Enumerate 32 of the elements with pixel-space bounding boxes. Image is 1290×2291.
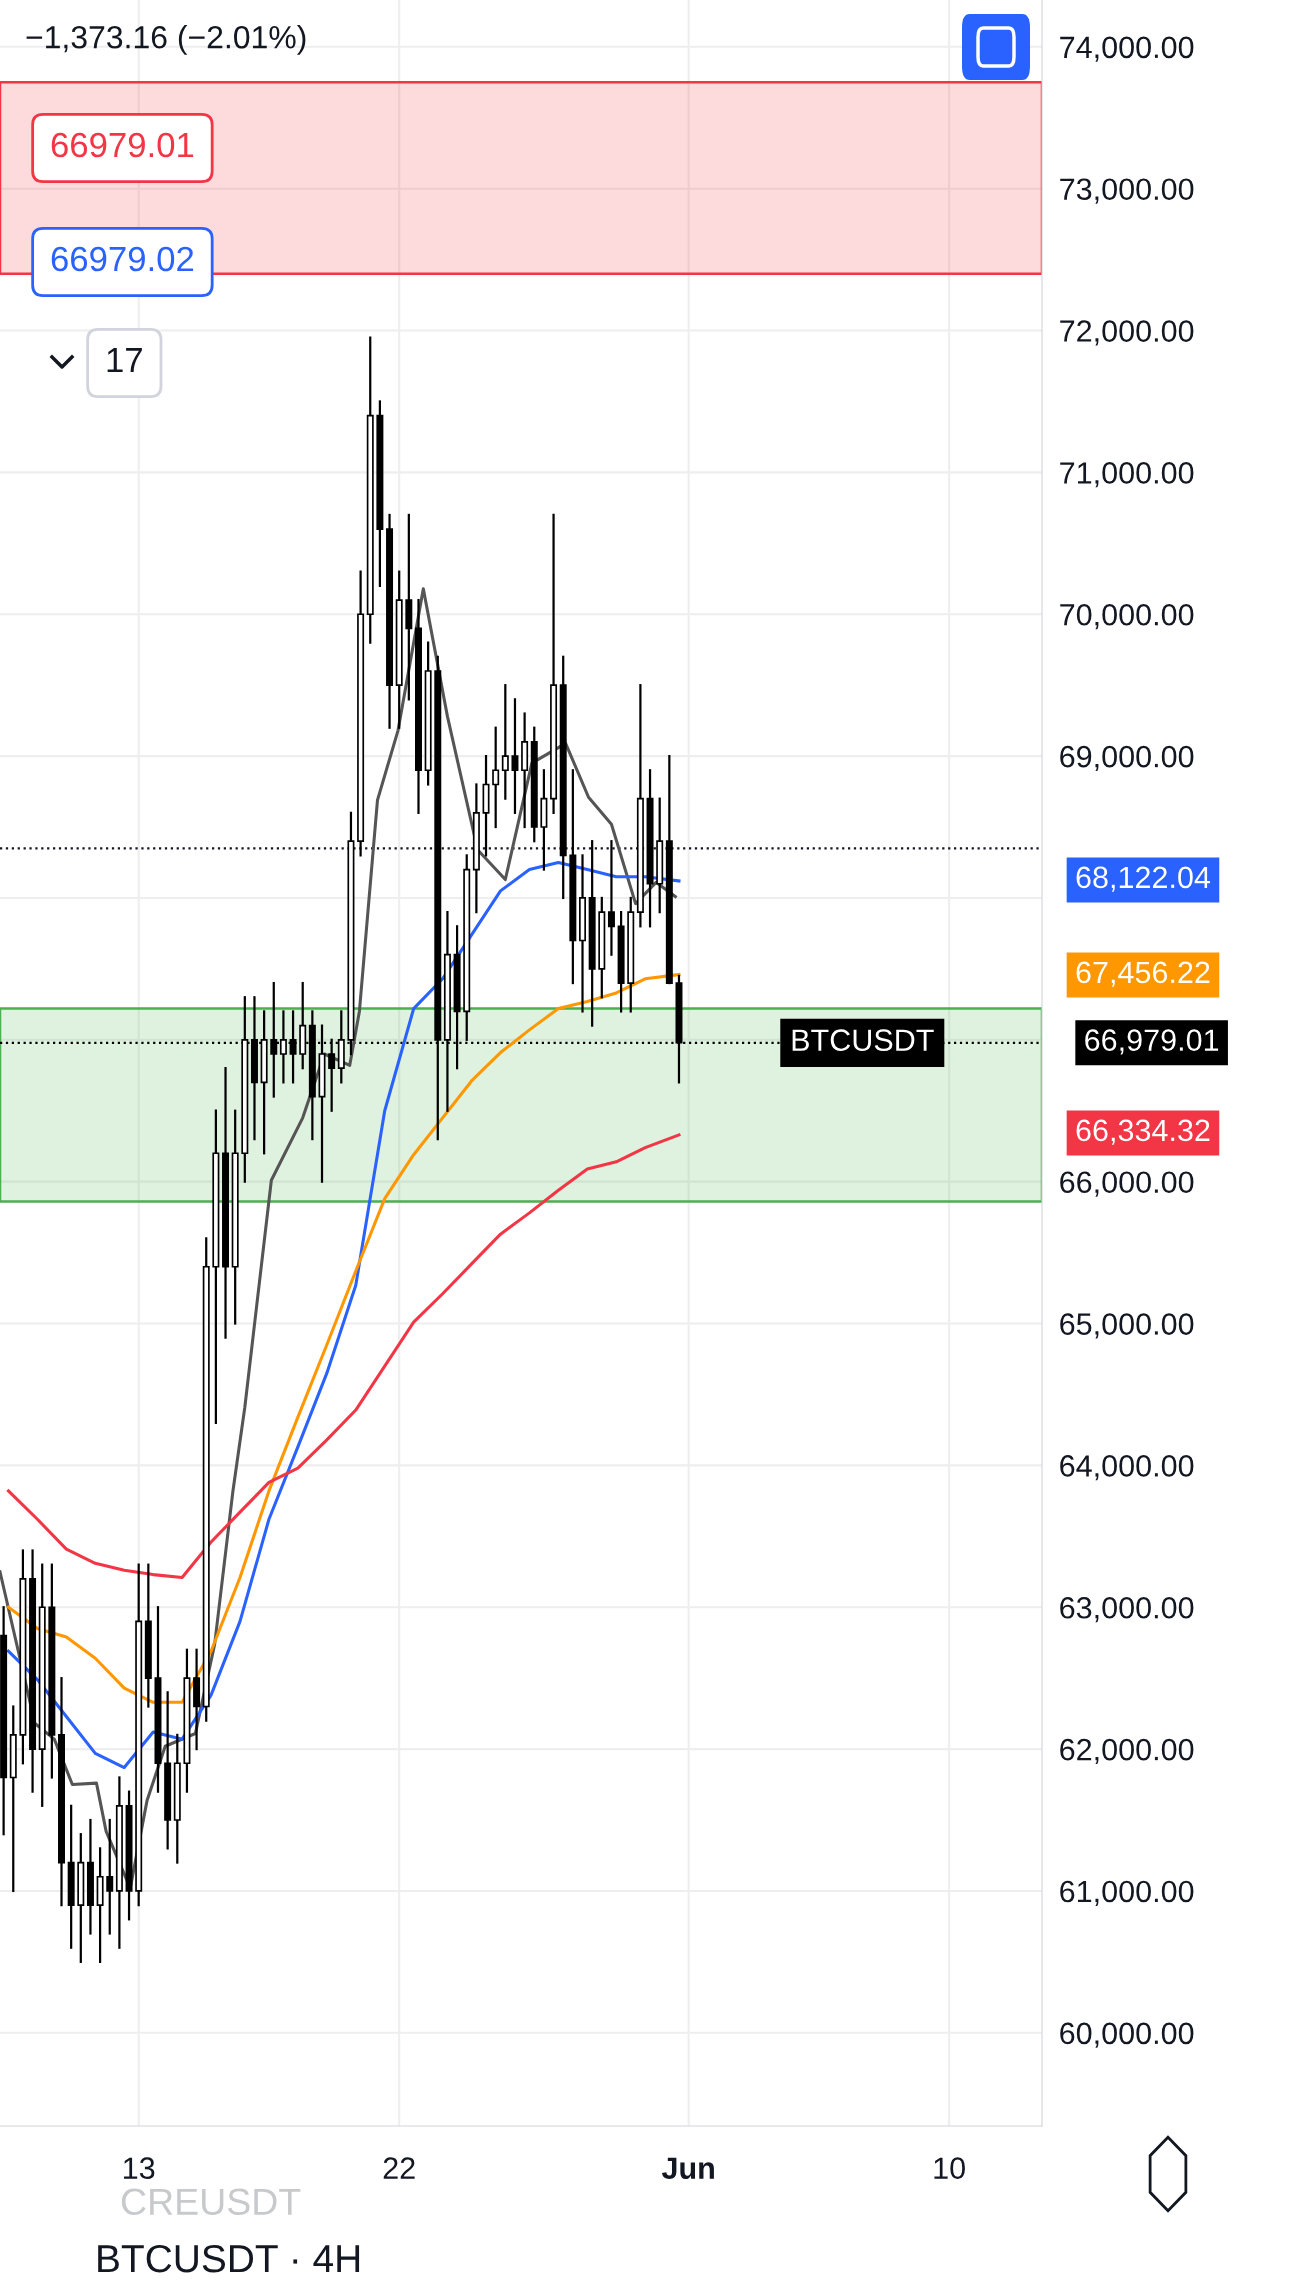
text: BTCUSDT · 4H: [98, 2244, 360, 2273]
y-tick-label: 63,000.00: [1060, 1596, 1194, 1623]
y-tick-label: 69,000.00: [1060, 745, 1194, 772]
text: 67,456.22: [1076, 961, 1210, 987]
annotation: BTCUSDT: [792, 1029, 934, 1051]
x-tick-label: 10: [934, 2157, 965, 2179]
x-tick-label: Jun: [661, 2157, 714, 2179]
candlestick: [607, 840, 615, 956]
y-tick-label: 66,000.00: [1060, 1171, 1194, 1197]
y-tick-label: 60,000.00: [1060, 2022, 1194, 2048]
text: 68,122.04: [1076, 866, 1211, 892]
y-tick-label: 64,000.00: [1060, 1455, 1194, 1481]
y-tick-label: 61,000.00: [1060, 1880, 1194, 1906]
x-tick-label: 22: [383, 2157, 415, 2179]
ref-line-label: 66,979.01: [1085, 1029, 1219, 1055]
candlestick: [511, 698, 519, 814]
annotation: 66979.02: [51, 246, 194, 272]
text: 66,334.32: [1076, 1119, 1210, 1145]
y-tick-label: 72,000.00: [1060, 320, 1194, 346]
y-tick-label: 70,000.00: [1060, 603, 1194, 630]
y-tick-label: 74,000.00: [1060, 36, 1194, 62]
annotation: −1,373.16 (−2.01%): [26, 25, 306, 55]
y-tick-label: 65,000.00: [1060, 1313, 1194, 1339]
x-tick-label: 13: [124, 2157, 155, 2179]
annotation: 66979.01: [51, 132, 194, 158]
y-tick-label: 73,000.00: [1060, 178, 1194, 204]
candlestick: [492, 726, 500, 829]
candlestick: [106, 1818, 114, 1935]
candlestick: [501, 684, 509, 800]
y-tick-label: 71,000.00: [1060, 462, 1194, 488]
annotation: 17: [107, 348, 142, 372]
y-tick-label: 62,000.00: [1060, 1738, 1194, 1765]
